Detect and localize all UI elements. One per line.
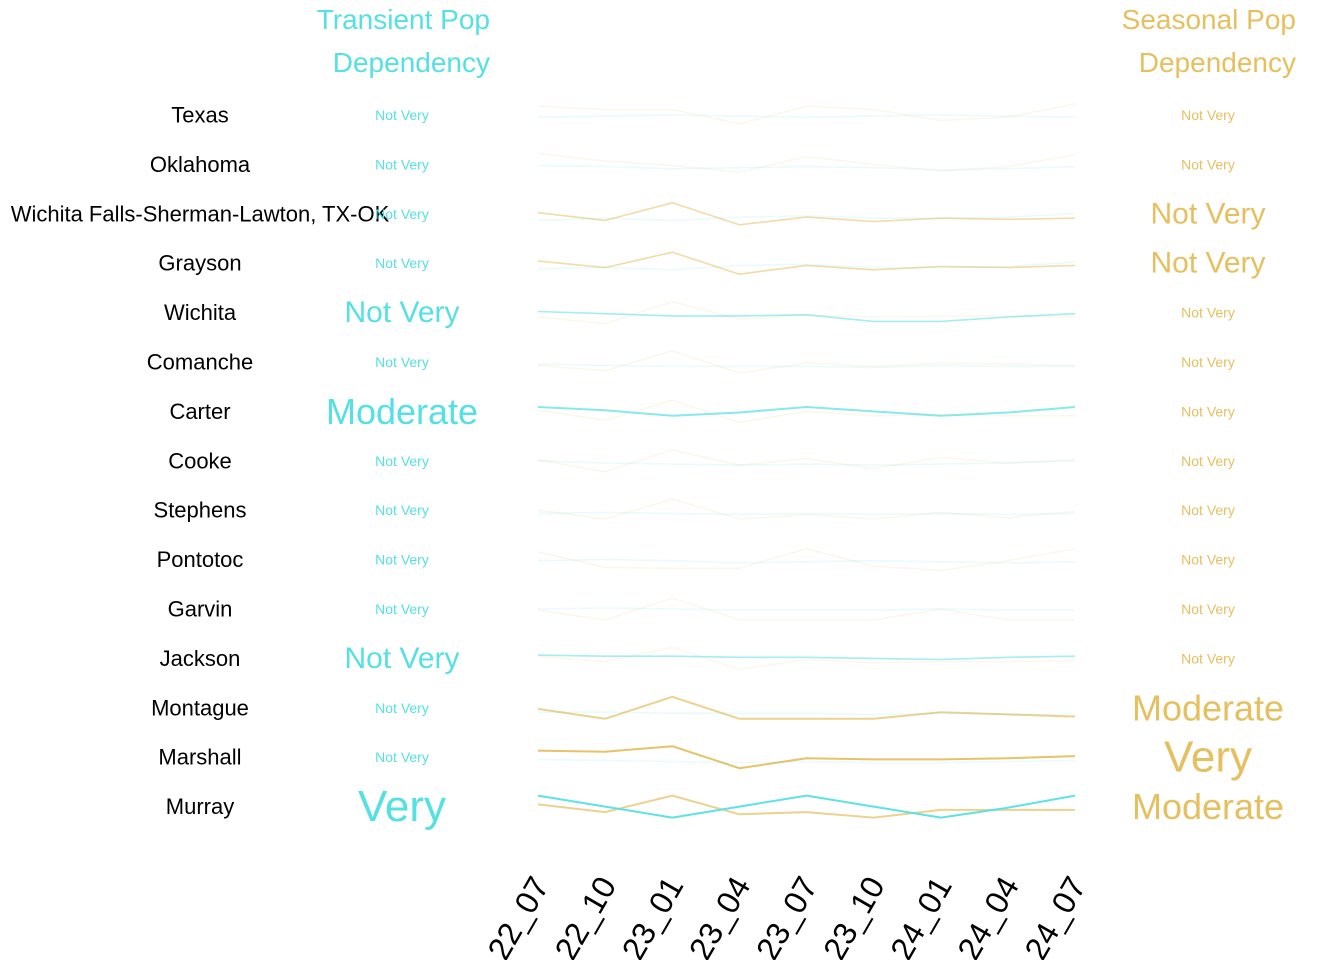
- seasonal-label-pontotoc: Not Very: [1181, 552, 1235, 568]
- seasonal-line-garvin: [537, 597, 1075, 621]
- seasonal-line-cooke: [537, 448, 1076, 473]
- seasonal-line-grayson: [537, 251, 1076, 276]
- region-label-montague: Montague: [151, 695, 249, 720]
- seasonal-line-wichita: [537, 300, 1076, 325]
- transient-label-texas: Not Very: [375, 107, 429, 123]
- seasonal-label-garvin: Not Very: [1181, 601, 1235, 617]
- seasonal-header-line2: Dependency: [1139, 47, 1296, 78]
- transient-label-marshall: Not Very: [375, 749, 429, 765]
- transient-line-comanche: [537, 363, 1075, 369]
- seasonal-label-grayson: Not Very: [1150, 247, 1265, 280]
- transient-line-carter: [537, 406, 1076, 417]
- transient-label-stephens: Not Very: [375, 502, 429, 518]
- transient-label-oklahoma: Not Very: [375, 156, 429, 172]
- x-tick-label: 24_01: [883, 871, 959, 960]
- region-label-cooke: Cooke: [168, 448, 232, 473]
- transient-label-wichita-falls-sherman-lawton-tx-ok: Not Very: [375, 206, 429, 222]
- row-labels: Texas Not Very Not Very Oklahoma Not Very Not…: [11, 103, 1284, 832]
- transient-line-grayson: [537, 261, 1076, 271]
- x-tick-label: 22_07: [480, 871, 556, 960]
- region-label-jackson: Jackson: [160, 646, 241, 671]
- transient-label-jackson: Not Very: [344, 642, 459, 675]
- transient-label-pontotoc: Not Very: [375, 552, 429, 568]
- seasonal-header-line1: Seasonal Pop: [1122, 4, 1296, 35]
- x-tick-label: 23_10: [816, 871, 892, 960]
- seasonal-header: Seasonal Pop Dependency: [1122, 4, 1296, 78]
- seasonal-label-jackson: Not Very: [1181, 650, 1235, 666]
- region-label-marshall: Marshall: [158, 745, 241, 770]
- seasonal-line-carter: [537, 399, 1075, 424]
- region-label-texas: Texas: [171, 103, 228, 128]
- seasonal-line-wichita-falls-sherman-lawton-tx-ok: [537, 202, 1076, 226]
- transient-line-oklahoma: [537, 164, 1076, 171]
- transient-label-cooke: Not Very: [375, 453, 429, 469]
- x-tick-label: 24_07: [1017, 871, 1093, 960]
- seasonal-line-comanche: [537, 350, 1076, 374]
- seasonal-line-texas: [537, 103, 1076, 125]
- seasonal-label-stephens: Not Very: [1181, 502, 1235, 518]
- transient-line-texas: [537, 114, 1076, 118]
- seasonal-label-oklahoma: Not Very: [1181, 156, 1235, 172]
- transient-line-marshall: [537, 758, 1076, 764]
- region-label-pontotoc: Pontotoc: [157, 547, 244, 572]
- transient-label-wichita: Not Very: [344, 296, 459, 329]
- region-label-comanche: Comanche: [147, 350, 253, 375]
- region-label-carter: Carter: [169, 399, 230, 424]
- transient-label-garvin: Not Very: [375, 601, 429, 617]
- region-label-murray: Murray: [166, 794, 234, 819]
- seasonal-label-murray: Moderate: [1132, 786, 1284, 827]
- region-label-oklahoma: Oklahoma: [150, 152, 251, 177]
- transient-header-line1: Transient Pop: [317, 4, 490, 35]
- seasonal-label-carter: Not Very: [1181, 403, 1235, 419]
- transient-line-wichita: [537, 310, 1076, 323]
- region-label-wichita: Wichita: [164, 300, 237, 325]
- transient-label-montague: Not Very: [375, 700, 429, 716]
- region-label-garvin: Garvin: [168, 597, 233, 622]
- x-tick-label: 22_10: [548, 871, 624, 960]
- seasonal-line-stephens: [537, 498, 1076, 520]
- transient-line-murray: [537, 794, 1076, 819]
- transient-label-grayson: Not Very: [375, 255, 429, 271]
- seasonal-label-cooke: Not Very: [1181, 453, 1235, 469]
- transient-line-montague: [538, 711, 1075, 716]
- x-axis-ticks: 22_0722_1023_0123_0423_0723_1024_0124_04…: [480, 871, 1093, 960]
- transient-line-pontotoc: [537, 558, 1076, 564]
- seasonal-label-wichita: Not Very: [1181, 305, 1235, 321]
- transient-line-stephens: [537, 511, 1076, 516]
- seasonal-label-comanche: Not Very: [1181, 354, 1235, 370]
- seasonal-line-marshall: [537, 745, 1076, 770]
- seasonal-line-pontotoc: [537, 547, 1076, 572]
- transient-label-comanche: Not Very: [375, 354, 429, 370]
- seasonal-label-wichita-falls-sherman-lawton-tx-ok: Not Very: [1150, 197, 1265, 230]
- x-tick-label: 23_04: [682, 871, 758, 960]
- seasonal-label-montague: Moderate: [1132, 687, 1284, 728]
- transient-header-line2: Dependency: [333, 47, 490, 78]
- transient-line-jackson: [537, 654, 1076, 661]
- seasonal-line-montague: [537, 695, 1076, 720]
- seasonal-line-oklahoma: [537, 152, 1076, 173]
- region-label-stephens: Stephens: [154, 498, 247, 523]
- seasonal-label-marshall: Very: [1164, 733, 1252, 782]
- transient-label-murray: Very: [358, 782, 446, 831]
- transient-line-garvin: [537, 607, 1075, 611]
- x-tick-label: 24_04: [950, 871, 1026, 960]
- series-lines: [537, 103, 1076, 819]
- transient-header: Transient Pop Dependency: [317, 4, 490, 78]
- x-tick-label: 23_01: [615, 871, 691, 960]
- region-label-grayson: Grayson: [158, 251, 241, 276]
- transient-label-carter: Moderate: [326, 391, 478, 432]
- transient-line-wichita-falls-sherman-lawton-tx-ok: [537, 213, 1076, 222]
- region-label-wichita-falls-sherman-lawton-tx-ok: Wichita Falls-Sherman-Lawton, TX-OK: [11, 201, 390, 226]
- x-tick-label: 23_07: [749, 871, 825, 960]
- seasonal-label-texas: Not Very: [1181, 107, 1235, 123]
- seasonal-line-murray: [537, 794, 1075, 819]
- transient-line-cooke: [537, 460, 1076, 467]
